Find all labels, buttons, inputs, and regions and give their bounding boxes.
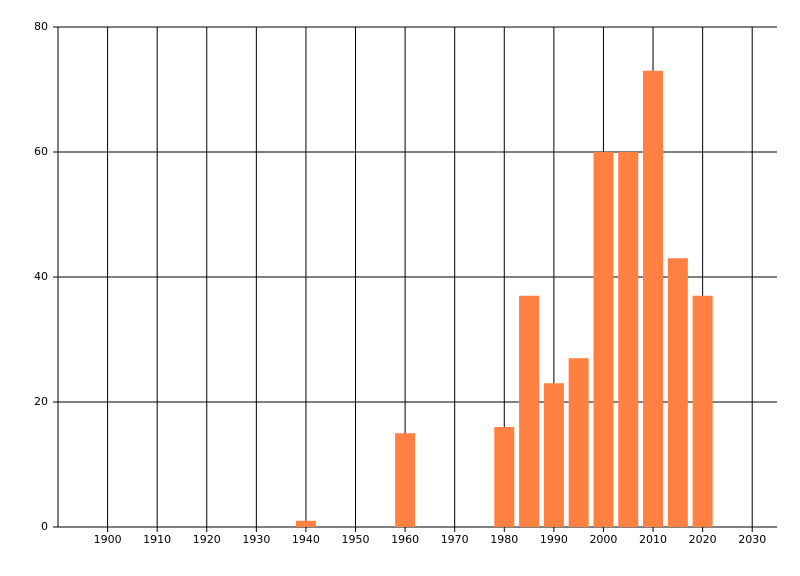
y-tick-label: 80 [34, 20, 48, 33]
x-tick-label: 1920 [193, 533, 221, 546]
bar [667, 258, 688, 527]
bar [395, 433, 416, 527]
y-tick-label: 60 [34, 145, 48, 158]
x-tick-label: 2020 [689, 533, 717, 546]
bar [618, 152, 639, 527]
x-tick-label: 2010 [639, 533, 667, 546]
x-tick-label: 1930 [242, 533, 270, 546]
bar [643, 70, 664, 527]
x-tick-label: 2000 [589, 533, 617, 546]
x-tick-label: 1970 [441, 533, 469, 546]
x-tick-label: 2030 [738, 533, 766, 546]
x-tick-label: 1990 [540, 533, 568, 546]
x-tick-label: 1910 [143, 533, 171, 546]
bar [593, 152, 614, 527]
bar [692, 295, 713, 527]
bar [295, 520, 316, 527]
y-tick-label: 0 [41, 520, 48, 533]
x-tick-label: 1950 [342, 533, 370, 546]
bar [494, 427, 515, 527]
bar [568, 358, 589, 527]
x-tick-label: 1900 [94, 533, 122, 546]
bar [519, 295, 540, 527]
x-tick-label: 1960 [391, 533, 419, 546]
x-tick-label: 1980 [490, 533, 518, 546]
x-tick-label: 1940 [292, 533, 320, 546]
y-tick-label: 20 [34, 395, 48, 408]
y-tick-label: 40 [34, 270, 48, 283]
bar [543, 383, 564, 527]
